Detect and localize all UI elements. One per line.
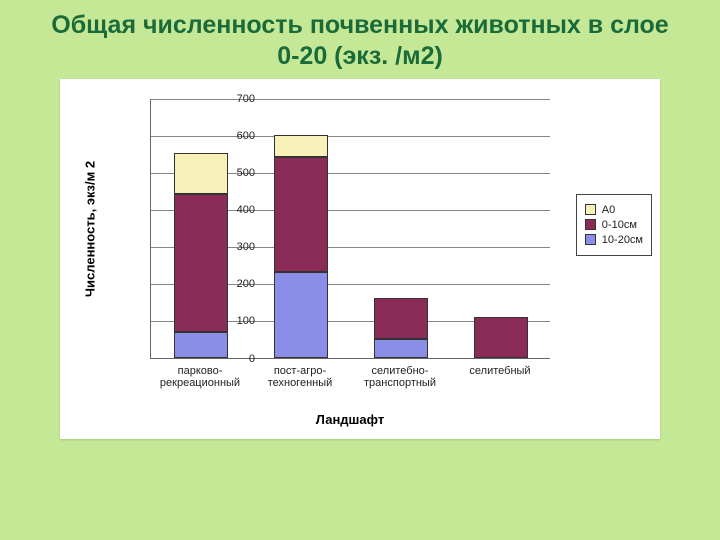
x-tick-label: селитебно-транспортный <box>350 365 450 390</box>
plot-area <box>150 99 550 359</box>
chart-container: Численность, экз/м 2 Ландшафт A0 0-10см 10… <box>60 79 660 439</box>
y-tick-label: 400 <box>215 204 255 216</box>
legend-item: 0-10см <box>585 219 643 231</box>
x-axis-title: Ландшафт <box>150 412 550 427</box>
bar-group <box>274 135 328 358</box>
bar-segment <box>374 339 428 358</box>
x-tick-label: селитебный <box>450 365 550 378</box>
y-axis-title: Численность, экз/м 2 <box>83 160 98 296</box>
bar-segment <box>274 135 328 157</box>
y-tick-label: 0 <box>215 353 255 365</box>
legend-label: A0 <box>602 204 615 216</box>
gridline <box>151 99 550 100</box>
x-tick-label: парково-рекреационный <box>150 365 250 390</box>
legend-item: 10-20см <box>585 234 643 246</box>
legend: A0 0-10см 10-20см <box>576 194 652 256</box>
y-tick-label: 700 <box>215 93 255 105</box>
legend-label: 10-20см <box>602 234 643 246</box>
slide-title: Общая численность почвенных животных в с… <box>0 0 720 79</box>
bar-segment <box>474 317 528 358</box>
legend-swatch <box>585 204 596 215</box>
legend-swatch <box>585 234 596 245</box>
legend-swatch <box>585 219 596 230</box>
bar-group <box>474 317 528 358</box>
y-tick-label: 600 <box>215 130 255 142</box>
bar-segment <box>374 298 428 339</box>
legend-label: 0-10см <box>602 219 637 231</box>
bar-group <box>374 298 428 357</box>
legend-item: A0 <box>585 204 643 216</box>
bar-segment <box>274 272 328 357</box>
x-tick-label: пост-агро-техногенный <box>250 365 350 390</box>
y-tick-label: 200 <box>215 278 255 290</box>
gridline <box>151 136 550 137</box>
y-tick-label: 100 <box>215 315 255 327</box>
y-tick-label: 500 <box>215 167 255 179</box>
y-tick-label: 300 <box>215 241 255 253</box>
bar-segment <box>274 157 328 272</box>
